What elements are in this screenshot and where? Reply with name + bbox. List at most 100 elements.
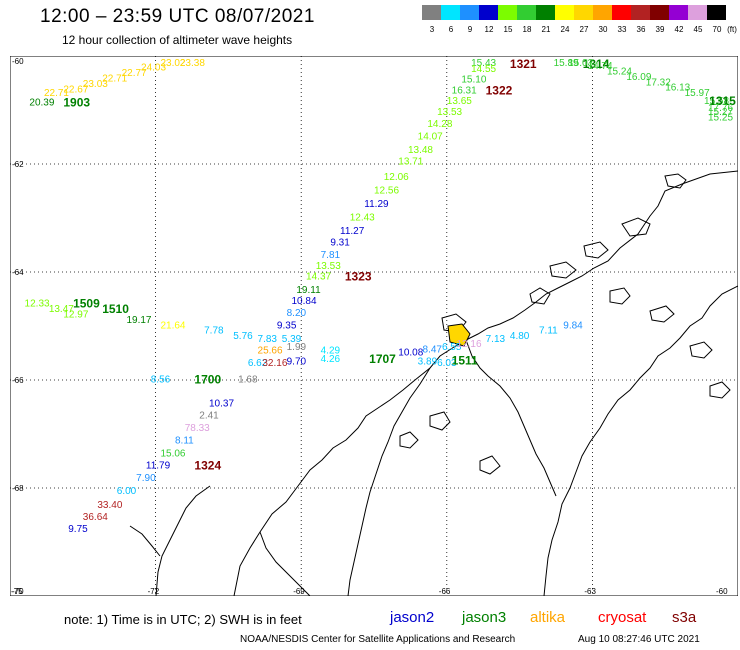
wave-height-value: 9.31 (330, 238, 350, 249)
wave-height-value: 12.97 (63, 310, 88, 321)
wave-height-value: 8.20 (287, 308, 307, 319)
wave-height-value: 6.03 (437, 358, 457, 369)
wave-height-value: 1.68 (238, 374, 258, 385)
wave-height-value: 15.27 (708, 107, 733, 118)
scale-label: 21 (541, 25, 551, 34)
scale-label: 12 (484, 25, 494, 34)
wave-height-value: 22.71 (102, 74, 127, 85)
scale-label: 45 (693, 25, 703, 34)
pass-time-label: 1323 (345, 270, 372, 284)
wave-height-value: 7.90 (136, 473, 156, 484)
wave-height-value: 10.37 (209, 399, 234, 410)
wave-height-value: 21.64 (160, 320, 185, 331)
longitude-label: -69 (293, 587, 305, 596)
legend-altika: altika (530, 609, 566, 626)
pass-time-label: 1903 (63, 95, 90, 109)
coastline (129, 170, 738, 596)
wave-height-value: 32.16 (262, 358, 287, 369)
wave-height-value: 16.13 (665, 83, 690, 94)
latitude-label: -64 (12, 268, 24, 277)
wave-height-value: 15.10 (461, 75, 486, 86)
wave-height-value: 4.29 (321, 346, 341, 357)
wave-height-value: 9.35 (277, 320, 297, 331)
wave-height-value: 11.27 (340, 226, 365, 237)
latitude-label: -60 (12, 57, 24, 66)
wave-height-value: 22.67 (63, 84, 88, 95)
wave-height-value: 7.13 (486, 334, 506, 345)
wave-height-value: 78.33 (185, 423, 210, 434)
scale-swatch (422, 5, 441, 20)
wave-height-value: 12.16 (457, 339, 482, 350)
pass-time-label: 1322 (486, 83, 513, 97)
scale-label: 18 (522, 25, 532, 34)
scale-label: 39 (655, 25, 665, 34)
wave-height-value: 17.32 (646, 77, 671, 88)
scale-label: 3 (429, 25, 435, 34)
scale-swatch (555, 5, 574, 20)
wave-height-value: 14.55 (471, 64, 496, 75)
scale-swatch (707, 5, 726, 20)
scale-swatch (688, 5, 707, 20)
wave-height-value: 15.58 (704, 96, 729, 107)
wave-height-value: 19.11 (296, 285, 321, 296)
scale-label: 42 (674, 25, 684, 34)
wave-height-value: 15.03 (568, 58, 593, 69)
legend-jason2: jason2 (390, 609, 435, 626)
scale-swatch (574, 5, 593, 20)
wave-height-value: 13.47 (49, 304, 74, 315)
wave-height-value: 22.77 (122, 68, 147, 79)
scale-swatch (669, 5, 688, 20)
wave-height-value: 9.70 (287, 356, 307, 367)
scale-label: 30 (598, 25, 608, 34)
scale-label: 70 (712, 25, 722, 34)
wave-height-value: 12.43 (350, 212, 375, 223)
scale-swatch (536, 5, 555, 20)
wave-height-value: 25.66 (258, 346, 283, 357)
wave-height-value: 23.38 (180, 58, 205, 69)
wave-height-value: 8.47 (423, 345, 443, 356)
wave-height-value: 13.53 (437, 107, 462, 118)
wave-height-value: 15.97 (685, 88, 710, 99)
wave-height-value: 4.80 (510, 331, 530, 342)
latitude-label: -70 (12, 587, 24, 596)
scale-label: 36 (636, 25, 646, 34)
wave-height-value: 10.08 (398, 347, 423, 358)
wave-height-value: 13.53 (316, 261, 341, 272)
pass-time-label: 1511 (452, 353, 478, 367)
scale-swatch (593, 5, 612, 20)
wave-height-value: 9.75 (68, 524, 88, 535)
longitude-label: -66 (439, 587, 451, 596)
wave-height-value: 12.06 (384, 172, 409, 183)
latitude-label: -68 (12, 484, 24, 493)
altimeter-map: -60 -62 -64 -66 -68 -70-75 -72 -69 -66 -63 -60 20.… (10, 56, 738, 596)
wave-height-value: 14.74 (588, 61, 613, 72)
pass-time-label: 1324 (194, 459, 221, 473)
wave-height-value: 14.07 (418, 131, 443, 142)
legend-s3a: s3a (672, 609, 697, 626)
wave-height-value: 14.37 (306, 272, 331, 283)
wave-height-value: 10.84 (291, 296, 316, 307)
scale-label: 27 (579, 25, 589, 34)
longitude-label: -75 (11, 587, 23, 596)
scale-swatch (612, 5, 631, 20)
scale-label: 9 (467, 25, 473, 34)
wave-height-value: 15.25 (708, 112, 733, 123)
wave-height-value: 9.84 (563, 320, 583, 331)
pass-time-label: 1321 (510, 57, 537, 71)
wave-height-value: 5.39 (282, 334, 302, 345)
pass-time-label: 1509 (73, 297, 100, 311)
scale-swatch (631, 5, 650, 20)
longitude-label: -72 (148, 587, 160, 596)
footer-note: note: 1) Time is in UTC; 2) SWH is in fe… (64, 612, 302, 627)
scale-label: 15 (503, 25, 513, 34)
wave-height-value: 16.31 (452, 85, 477, 96)
wave-height-value: 1.99 (287, 342, 307, 353)
pass-time-label: 1700 (194, 372, 221, 386)
wave-height-value: 19.17 (126, 315, 151, 326)
wave-height-value: 12.56 (374, 185, 399, 196)
wave-height-value: 15.43 (471, 58, 496, 69)
wave-height-value: 4.26 (321, 354, 341, 365)
generation-timestamp: Aug 10 08:27:46 UTC 2021 (578, 634, 700, 645)
scale-label: 24 (560, 25, 570, 34)
wave-height-value: 2.41 (199, 410, 219, 421)
